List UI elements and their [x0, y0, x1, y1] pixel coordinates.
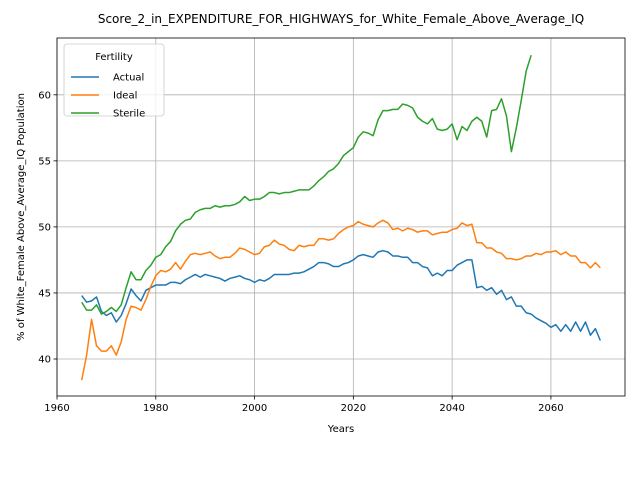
- x-axis-label: Years: [327, 424, 354, 435]
- y-axis-ticks: 40 45 50 55 60: [38, 90, 57, 366]
- x-tick-label: 2020: [341, 403, 366, 414]
- legend-label-actual: Actual: [113, 73, 144, 84]
- legend-items: Actual Ideal Sterile: [71, 73, 145, 120]
- series-line-actual: [81, 249, 601, 341]
- legend-title: Fertility: [95, 52, 133, 63]
- x-tick-label: 2060: [538, 403, 563, 414]
- legend-label-sterile: Sterile: [113, 109, 145, 120]
- y-tick-label: 60: [38, 90, 51, 101]
- series-layer: [80, 54, 601, 381]
- y-tick-label: 50: [38, 222, 51, 233]
- plot-area-frame: [56, 37, 626, 397]
- y-tick-label: 45: [38, 288, 51, 299]
- legend-box: [63, 43, 165, 117]
- y-tick-label: 40: [38, 355, 51, 366]
- chart-title: Score_2_in_EXPENDITURE_FOR_HIGHWAYS_for_…: [98, 12, 584, 26]
- grid-lines: [56, 38, 625, 396]
- x-tick-label: 1980: [143, 403, 168, 414]
- series-line-ideal: [80, 219, 601, 381]
- legend-label-ideal: Ideal: [113, 91, 137, 102]
- x-tick-label: 1960: [44, 403, 69, 414]
- series-line-sterile: [81, 54, 532, 315]
- x-tick-label: 2000: [242, 403, 267, 414]
- y-tick-label: 55: [38, 156, 51, 167]
- x-tick-label: 2040: [439, 403, 464, 414]
- y-axis-label: % of White_Female Above_Average_IQ Popul…: [16, 93, 27, 341]
- legend: Fertility Actual Ideal Sterile: [63, 43, 165, 120]
- x-axis-ticks: 1960 1980 2000 2020 2040 2060: [44, 396, 564, 414]
